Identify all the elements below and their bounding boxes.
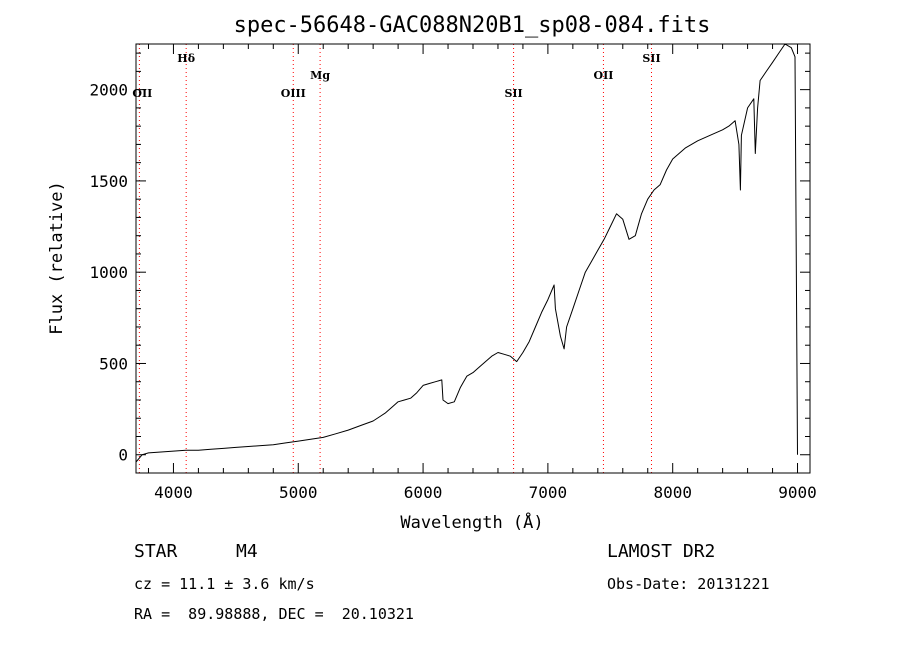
x-tick-label: 9000 — [778, 483, 817, 502]
x-tick-label: 5000 — [279, 483, 318, 502]
plot-frame — [135, 43, 811, 474]
redshift-value: cz = 11.1 ± 3.6 km/s — [134, 575, 315, 593]
y-tick-label: 2000 — [89, 81, 128, 100]
marker-label: SII — [504, 87, 522, 100]
object-class: STAR — [134, 541, 178, 562]
axis-tick-labels: 4000 5000 6000 7000 8000 9000 0 500 1000 1500 2000 — [89, 81, 816, 502]
x-tick-label: 7000 — [529, 483, 568, 502]
x-tick-label: 8000 — [653, 483, 692, 502]
axis-ticks — [136, 44, 810, 474]
x-tick-label: 4000 — [154, 483, 193, 502]
y-tick-label: 1000 — [89, 263, 128, 282]
sky-coordinates: RA = 89.98888, DEC = 20.10321 — [134, 605, 414, 623]
marker-label: OII — [132, 87, 152, 100]
observation-date: Obs-Date: 20131221 — [607, 575, 770, 593]
survey-name: LAMOST DR2 — [607, 541, 716, 562]
x-axis-label: Wavelength (Å) — [400, 511, 543, 533]
y-tick-label: 1500 — [89, 172, 128, 191]
y-tick-label: 0 — [118, 446, 128, 465]
y-tick-label: 500 — [99, 354, 128, 373]
line-markers: Hδ OII OIII Mg SII OII SII — [132, 44, 661, 473]
marker-label: SII — [642, 52, 660, 65]
spectrum-line — [135, 43, 798, 463]
marker-label: Mg — [310, 69, 330, 82]
object-subclass: M4 — [236, 541, 258, 562]
y-axis-label: Flux (relative) — [47, 181, 67, 335]
x-tick-label: 6000 — [404, 483, 443, 502]
marker-label: OIII — [281, 87, 306, 100]
marker-label: OII — [593, 69, 613, 82]
chart-title: spec-56648-GAC088N20B1_sp08-084.fits — [234, 13, 711, 38]
spectrum-series — [135, 43, 798, 463]
marker-label: Hδ — [177, 52, 195, 65]
